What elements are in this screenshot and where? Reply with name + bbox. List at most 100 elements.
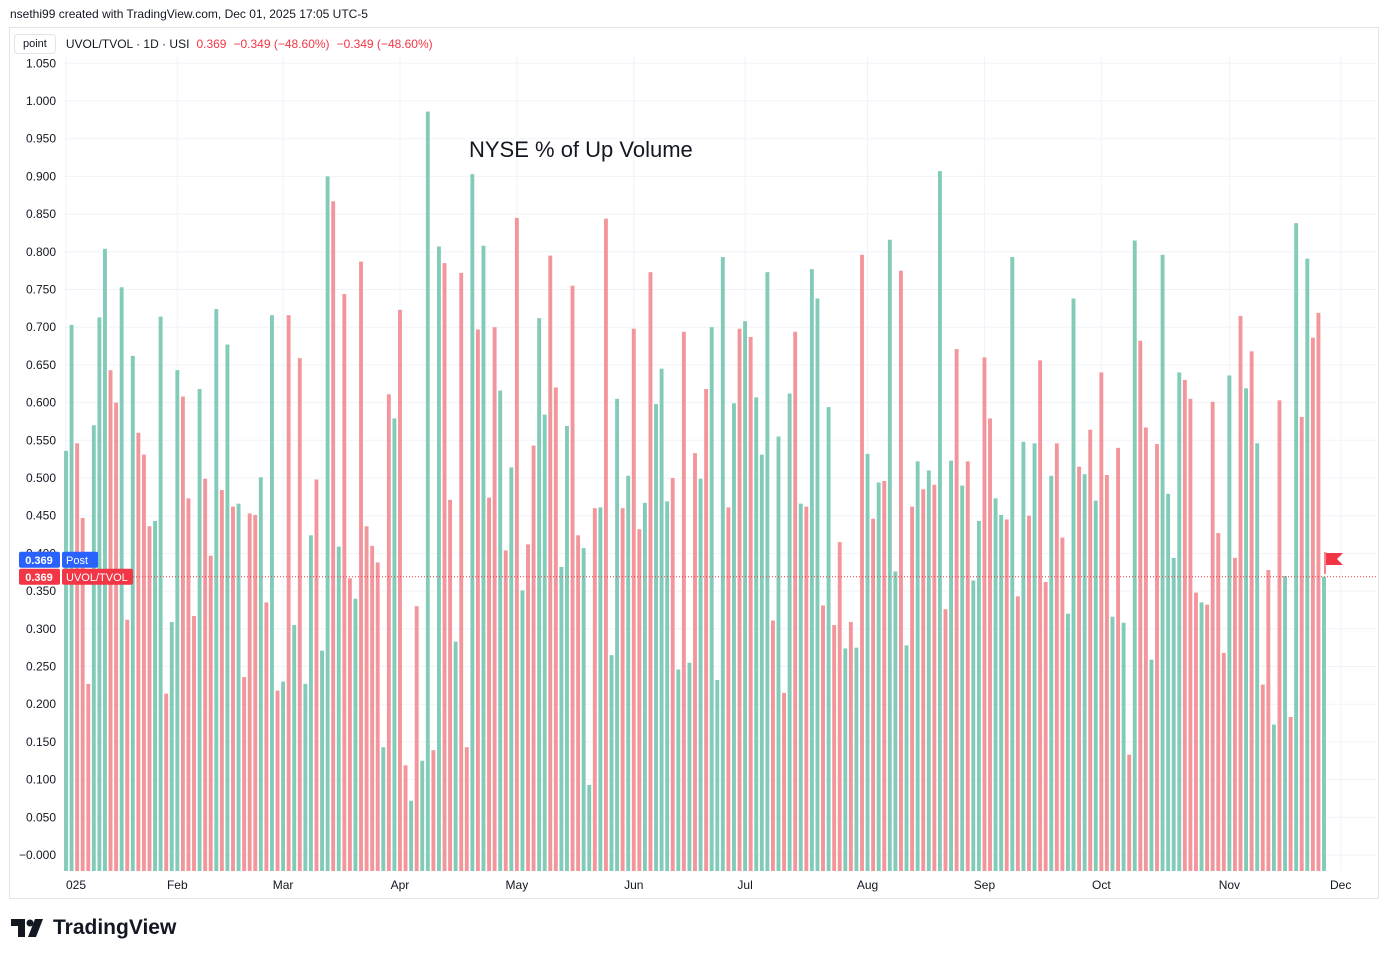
bar-up [1160, 254, 1165, 872]
bar-down [1088, 429, 1093, 871]
bar-down [1232, 557, 1237, 871]
bar-down [882, 481, 887, 871]
bar-down [253, 514, 258, 871]
bar-down [1299, 416, 1304, 871]
bar-up [665, 501, 670, 871]
bar-down [737, 328, 742, 871]
bar-up [520, 590, 525, 871]
bar-down [637, 529, 642, 871]
bar-up [720, 257, 725, 871]
bar-down [219, 490, 224, 871]
bar-down [1194, 592, 1198, 871]
bar-up [915, 461, 920, 871]
bar-up [698, 478, 703, 871]
bar-up [926, 470, 931, 871]
bar-down [693, 453, 697, 871]
bar-up [1294, 223, 1299, 871]
y-tick-label: 0.950 [26, 132, 56, 146]
bar-down [264, 602, 269, 871]
y-tick-label: 1.000 [26, 94, 56, 108]
symbol-label[interactable]: UVOL/TVOL · 1D · USI [65, 37, 190, 51]
bar-down [1238, 315, 1243, 871]
bar-up [865, 453, 870, 871]
bar-down [1205, 604, 1210, 871]
bar-down [631, 328, 636, 871]
bar-down [860, 254, 864, 872]
bar-down [1143, 427, 1148, 871]
bar-up [1132, 240, 1137, 872]
bar-up [1271, 724, 1276, 871]
bar-down [748, 337, 753, 871]
bar-up [103, 248, 107, 871]
bar-down [1104, 474, 1109, 871]
y-tick-label: 0.750 [26, 283, 56, 297]
bar-down [1155, 444, 1159, 871]
bar-down [514, 217, 519, 871]
last-price-tag-value: 0.369 [25, 572, 53, 584]
tradingview-logo[interactable]: TradingView [11, 916, 176, 940]
bar-down [1316, 312, 1321, 871]
bar-down [848, 622, 853, 871]
bar-up [809, 269, 814, 872]
bar-down [75, 443, 80, 871]
interval-point-button[interactable]: point [14, 34, 56, 54]
bar-up [236, 503, 241, 871]
bar-up [453, 641, 458, 871]
y-tick-label: 0.650 [26, 358, 56, 372]
post-price-tag-value: 0.369 [25, 555, 53, 567]
bar-up [158, 316, 163, 871]
y-tick-label: 0.050 [26, 810, 56, 824]
bar-down [370, 545, 375, 871]
y-tick-label: 0.600 [26, 396, 56, 410]
bar-up [353, 598, 358, 871]
bar-down [704, 389, 709, 871]
y-tick-label: 1.050 [26, 56, 56, 70]
bar-down [297, 358, 302, 871]
bar-up [1032, 443, 1037, 871]
x-tick-label: Oct [1092, 878, 1111, 892]
bar-down [459, 272, 464, 871]
bar-down [1216, 533, 1221, 871]
bar-up [64, 450, 68, 871]
bar-up [498, 390, 503, 871]
bar-up [642, 502, 647, 871]
x-axis: 025 Feb Mar Apr May Jun Jul Aug Sep Oct Nov Dec [66, 878, 1351, 892]
bar-up [1082, 474, 1087, 871]
bar-up [887, 239, 892, 872]
bar-down [1004, 519, 1009, 871]
bar-down [726, 507, 731, 871]
bar-down [1015, 596, 1020, 871]
bar-up [949, 460, 954, 871]
last-value: 0.369 [196, 37, 227, 51]
bar-up [336, 546, 341, 871]
y-tick-label: 0.350 [26, 584, 56, 598]
bar-down [80, 517, 85, 871]
bar-up [815, 298, 820, 872]
bar-up [993, 498, 998, 871]
bar-down [347, 578, 352, 871]
y-tick-label: 0.850 [26, 207, 56, 221]
bar-down [648, 272, 653, 872]
bar-down [670, 478, 675, 871]
x-tick-label: Feb [167, 878, 188, 892]
bar-down [921, 489, 926, 871]
bar-down [242, 677, 247, 871]
bar-up [759, 454, 764, 871]
bar-down [681, 331, 686, 871]
bar-up [225, 344, 230, 871]
x-tick-label: Apr [391, 878, 410, 892]
bar-up [325, 176, 330, 871]
y-tick-label: 0.700 [26, 320, 56, 334]
x-tick-label: 025 [66, 878, 86, 892]
flag-icon[interactable] [1324, 552, 1343, 574]
bar-up [1049, 475, 1054, 871]
bar-up [765, 272, 770, 872]
tradingview-logo-text: TradingView [53, 916, 177, 939]
y-tick-label: 0.150 [26, 735, 56, 749]
bar-up [153, 520, 158, 871]
x-tick-label: Jul [737, 878, 752, 892]
bar-down [871, 518, 876, 871]
bar-down [932, 484, 937, 871]
y-tick-label: 0.500 [26, 471, 56, 485]
